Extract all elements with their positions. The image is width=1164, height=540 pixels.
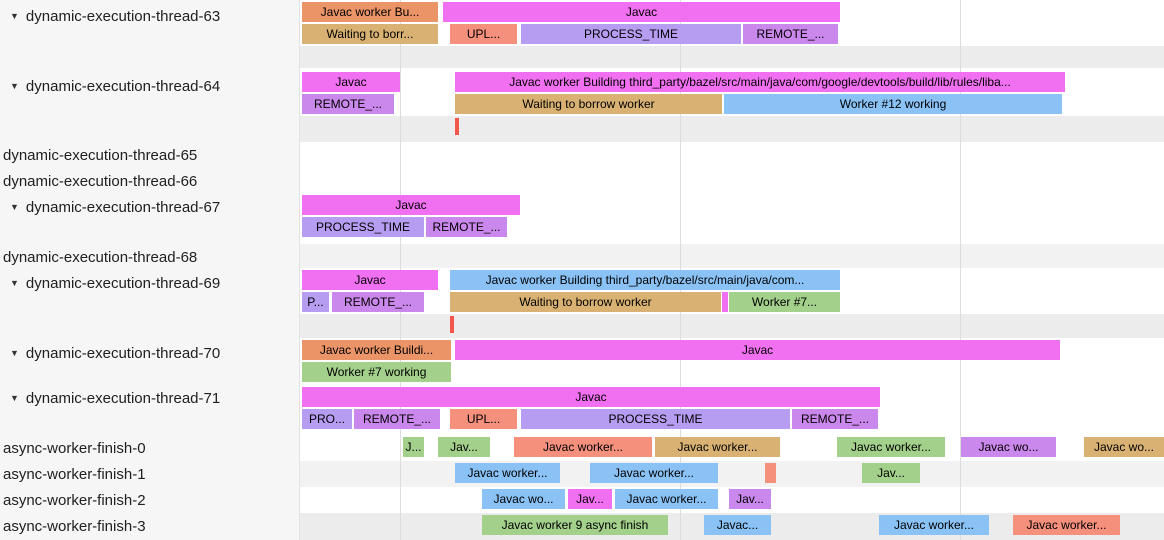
trace-span[interactable]: UPL...	[450, 409, 517, 429]
row-stripe	[300, 244, 1164, 268]
track-row-label[interactable]: dynamic-execution-thread-65	[0, 144, 197, 166]
trace-span[interactable]: Waiting to borr...	[302, 24, 438, 44]
trace-span[interactable]: Javac worker...	[514, 437, 652, 457]
track-name: dynamic-execution-thread-68	[3, 248, 198, 266]
trace-span[interactable]: Waiting to borrow worker	[455, 94, 722, 114]
trace-span[interactable]: Javac worker...	[1013, 515, 1120, 535]
trace-span[interactable]: Javac wo...	[482, 489, 565, 509]
trace-marker[interactable]	[722, 292, 728, 312]
track-name: dynamic-execution-thread-64	[25, 77, 221, 95]
trace-span[interactable]: Worker #7...	[729, 292, 840, 312]
trace-span[interactable]: Javac worker...	[455, 463, 560, 483]
collapse-arrow-icon[interactable]: ▼	[10, 393, 19, 403]
trace-span[interactable]: Javac worker...	[590, 463, 718, 483]
trace-span[interactable]: REMOTE_...	[302, 94, 394, 114]
trace-span[interactable]: Javac worker Buildi...	[302, 340, 451, 360]
track-name: dynamic-execution-thread-67	[25, 198, 221, 216]
track-row-label[interactable]: async-worker-finish-1	[0, 463, 146, 485]
collapse-arrow-icon[interactable]: ▼	[10, 81, 19, 91]
track-row-label[interactable]: ▼ dynamic-execution-thread-69	[0, 272, 220, 294]
track-name: dynamic-execution-thread-70	[25, 344, 221, 362]
row-stripe	[300, 314, 1164, 338]
trace-span[interactable]: Javac wo...	[961, 437, 1056, 457]
track-label-column: ▼ dynamic-execution-thread-63 ▼ dynamic-exe…	[0, 0, 300, 540]
trace-span[interactable]: Javac	[455, 340, 1060, 360]
trace-span[interactable]: Worker #12 working	[724, 94, 1062, 114]
track-name: async-worker-finish-0	[3, 439, 146, 457]
trace-span[interactable]: Javac worker 9 async finish	[482, 515, 668, 535]
trace-span[interactable]: Worker #7 working	[302, 362, 451, 382]
track-row-label[interactable]: ▼ dynamic-execution-thread-67	[0, 196, 220, 218]
trace-span[interactable]: REMOTE_...	[332, 292, 424, 312]
trace-span[interactable]: Javac worker Building third_party/bazel/…	[450, 270, 840, 290]
track-row-label[interactable]: dynamic-execution-thread-66	[0, 170, 197, 192]
trace-span[interactable]: Javac wo...	[1084, 437, 1164, 457]
trace-span[interactable]: Javac...	[704, 515, 771, 535]
track-name: dynamic-execution-thread-66	[3, 172, 198, 190]
trace-span[interactable]: Javac	[302, 270, 438, 290]
trace-span[interactable]: J...	[403, 437, 424, 457]
track-name: async-worker-finish-2	[3, 491, 146, 509]
trace-marker[interactable]	[765, 463, 776, 483]
track-name: async-worker-finish-1	[3, 465, 146, 483]
trace-span[interactable]: Waiting to borrow worker	[450, 292, 721, 312]
track-row-label[interactable]: ▼ dynamic-execution-thread-70	[0, 342, 220, 364]
track-name: dynamic-execution-thread-63	[25, 7, 221, 25]
trace-span[interactable]: P...	[302, 292, 329, 312]
track-row-label[interactable]: ▼ dynamic-execution-thread-64	[0, 75, 220, 97]
trace-span[interactable]: PRO...	[302, 409, 352, 429]
row-stripe	[300, 116, 1164, 142]
trace-span[interactable]: Javac worker Building third_party/bazel/…	[455, 72, 1065, 92]
trace-span[interactable]: PROCESS_TIME	[302, 217, 424, 237]
trace-span[interactable]: Jav...	[729, 489, 771, 509]
trace-span[interactable]: Jav...	[438, 437, 490, 457]
trace-span[interactable]: PROCESS_TIME	[521, 409, 790, 429]
trace-span[interactable]: PROCESS_TIME	[521, 24, 741, 44]
row-stripe	[300, 46, 1164, 68]
collapse-arrow-icon[interactable]: ▼	[10, 202, 19, 212]
trace-span[interactable]: REMOTE_...	[792, 409, 878, 429]
trace-span[interactable]: Javac worker...	[615, 489, 718, 509]
trace-span[interactable]: Jav...	[862, 463, 920, 483]
collapse-arrow-icon[interactable]: ▼	[10, 11, 19, 21]
track-row-label[interactable]: ▼ dynamic-execution-thread-71	[0, 387, 220, 409]
trace-marker[interactable]	[450, 316, 454, 333]
trace-span[interactable]: Javac worker...	[655, 437, 780, 457]
trace-span[interactable]: Javac worker...	[879, 515, 989, 535]
track-row-label[interactable]: async-worker-finish-2	[0, 489, 146, 511]
trace-marker[interactable]	[455, 118, 459, 135]
trace-span[interactable]: Jav...	[568, 489, 612, 509]
collapse-arrow-icon[interactable]: ▼	[10, 278, 19, 288]
trace-span[interactable]: Javac	[302, 72, 400, 92]
collapse-arrow-icon[interactable]: ▼	[10, 348, 19, 358]
trace-span[interactable]: UPL...	[450, 24, 517, 44]
track-row-label[interactable]: async-worker-finish-3	[0, 515, 146, 537]
track-name: async-worker-finish-3	[3, 517, 146, 535]
track-name: dynamic-execution-thread-71	[25, 389, 221, 407]
trace-span[interactable]: Javac	[302, 195, 520, 215]
track-name: dynamic-execution-thread-65	[3, 146, 198, 164]
trace-span[interactable]: Javac	[443, 2, 840, 22]
trace-span[interactable]: REMOTE_...	[426, 217, 507, 237]
trace-span[interactable]: Javac worker Bu...	[302, 2, 438, 22]
time-gridline	[960, 0, 961, 540]
trace-span[interactable]: Javac worker...	[837, 437, 945, 457]
track-row-label[interactable]: ▼ dynamic-execution-thread-63	[0, 5, 220, 27]
track-row-label[interactable]: async-worker-finish-0	[0, 437, 146, 459]
track-row-label[interactable]: dynamic-execution-thread-68	[0, 246, 197, 268]
trace-span[interactable]: REMOTE_...	[354, 409, 440, 429]
trace-span[interactable]: Javac	[302, 387, 880, 407]
trace-span[interactable]: REMOTE_...	[743, 24, 838, 44]
track-name: dynamic-execution-thread-69	[25, 274, 221, 292]
row-stripe	[300, 461, 1164, 487]
